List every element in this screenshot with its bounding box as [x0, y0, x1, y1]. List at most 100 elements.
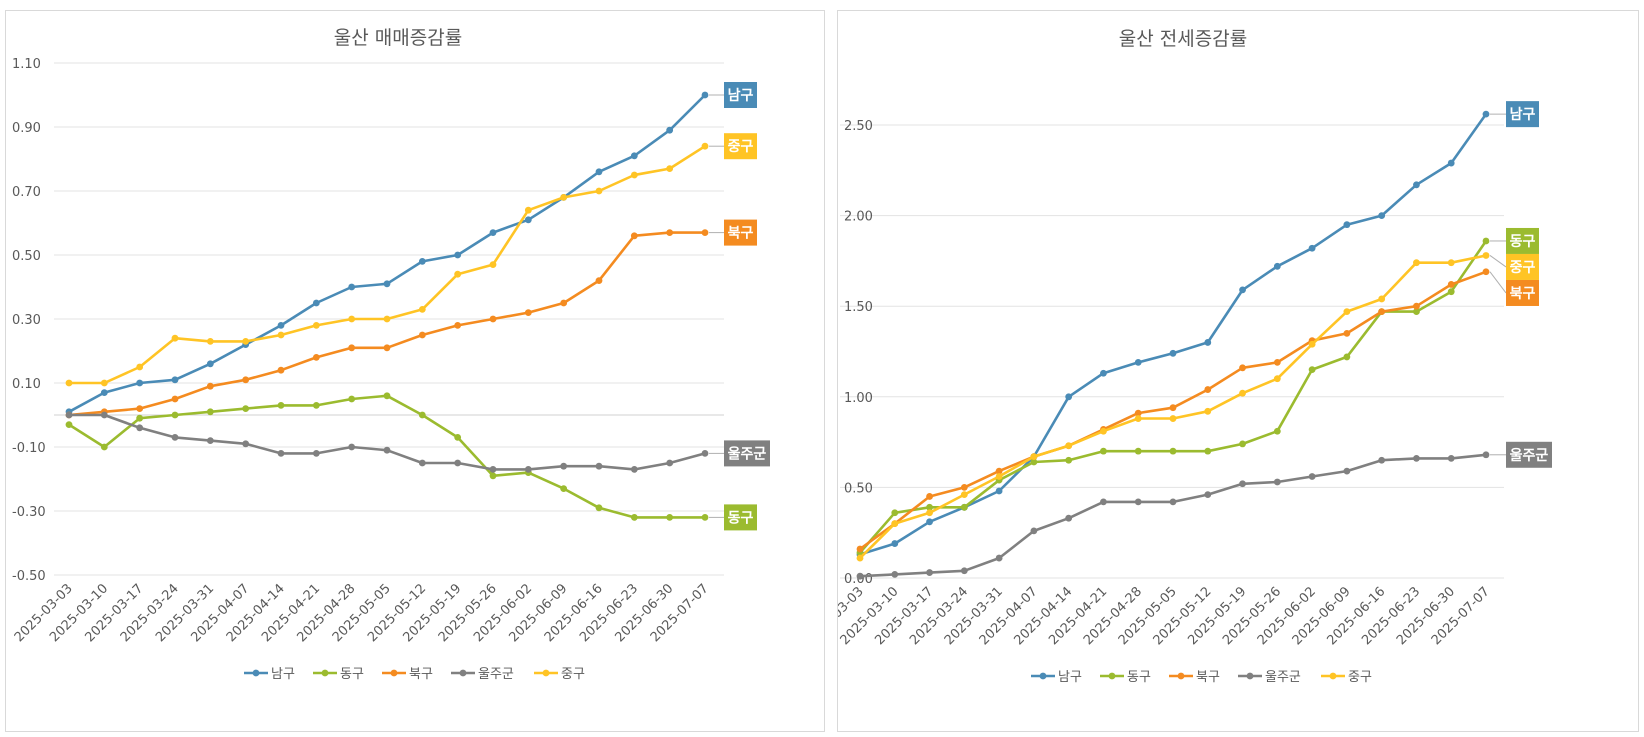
data-point — [65, 379, 73, 387]
data-point — [1447, 455, 1455, 462]
data-point — [383, 344, 391, 352]
data-point — [1482, 110, 1490, 118]
data-point — [1169, 415, 1177, 422]
end-label-leader — [1489, 271, 1507, 294]
data-point — [65, 421, 73, 428]
legend-swatch-dot — [390, 669, 398, 677]
data-point — [136, 363, 144, 371]
end-label-box — [724, 440, 770, 467]
data-point — [666, 126, 674, 134]
data-point — [383, 280, 391, 288]
data-point — [489, 472, 497, 480]
end-label-box — [1506, 253, 1539, 280]
data-point — [1447, 288, 1455, 296]
end-label: 북구 — [709, 219, 757, 246]
data-point — [171, 334, 179, 342]
data-point — [1273, 427, 1281, 435]
data-point — [454, 459, 462, 467]
data-point — [418, 411, 426, 419]
data-point — [277, 322, 285, 329]
jeonse-change-chart: 울산 전세증감률 2.50 2.00 1.50 1.00 0.50 0.00 2025-03… — [837, 10, 1639, 732]
data-point — [312, 299, 320, 307]
legend-swatch-dot — [252, 669, 260, 677]
data-point — [206, 437, 214, 444]
data-point — [856, 545, 864, 553]
y-tick-label: -0.30 — [12, 505, 46, 520]
data-point — [1065, 456, 1073, 464]
data-point — [1343, 329, 1351, 337]
data-point — [856, 554, 864, 562]
data-point — [1030, 527, 1038, 535]
end-label: 울주군 — [709, 440, 770, 467]
data-point — [136, 379, 144, 387]
jeonse-change-chart-svg: 울산 전세증감률 2.502.001.501.000.500.002025-03… — [838, 28, 1552, 685]
end-label: 북구 — [1489, 271, 1539, 306]
data-point — [1378, 212, 1386, 220]
data-point — [560, 462, 568, 470]
data-point — [1204, 386, 1212, 393]
data-point — [242, 405, 250, 412]
data-point — [595, 277, 603, 284]
data-point — [242, 440, 250, 448]
data-point — [1169, 349, 1177, 357]
end-label-box — [724, 504, 757, 531]
data-point — [856, 572, 864, 580]
data-point — [926, 569, 933, 576]
end-label: 중구 — [1489, 253, 1539, 280]
data-point — [1413, 259, 1420, 267]
legend-item: 남구 — [1031, 670, 1082, 685]
data-point — [1134, 447, 1142, 455]
data-point — [454, 251, 462, 259]
data-point — [100, 411, 108, 419]
y-tick-label: -0.10 — [12, 441, 46, 456]
data-point — [1308, 473, 1316, 480]
legend-item: 동구 — [1100, 670, 1151, 685]
legend-item: 중구 — [534, 667, 585, 682]
data-point — [1134, 358, 1142, 366]
y-tick-label: 0.50 — [844, 481, 873, 496]
series-4 — [65, 142, 709, 387]
legend-label: 북구 — [1196, 670, 1220, 685]
data-point — [489, 466, 497, 473]
data-point — [206, 338, 214, 345]
legend-swatch-dot — [1177, 672, 1185, 680]
end-label: 동구 — [709, 504, 757, 531]
legend-label: 남구 — [1058, 670, 1082, 685]
end-label-box — [1506, 279, 1539, 306]
data-point — [891, 540, 899, 547]
data-point — [1273, 478, 1281, 486]
data-point — [454, 270, 462, 278]
data-point — [1100, 427, 1107, 435]
data-point — [1482, 268, 1490, 276]
data-point — [1413, 308, 1420, 316]
data-point — [524, 466, 532, 473]
legend-swatch-dot — [459, 669, 467, 677]
data-point — [630, 171, 638, 179]
data-point — [926, 503, 933, 511]
data-point — [630, 152, 638, 160]
series-3 — [856, 451, 1490, 580]
data-point — [206, 360, 214, 368]
end-label-text: 남구 — [728, 87, 754, 104]
data-point — [383, 446, 391, 454]
data-point — [348, 443, 356, 451]
data-point — [136, 414, 144, 422]
data-point — [242, 338, 250, 345]
data-point — [418, 331, 426, 339]
legend-label: 중구 — [1348, 670, 1372, 685]
data-point — [1100, 498, 1107, 506]
y-tick-label: 1.50 — [844, 300, 873, 315]
chart-title: 울산 매매증감률 — [334, 27, 462, 49]
y-tick-label: 1.10 — [12, 57, 41, 72]
data-point — [100, 379, 108, 387]
series-0 — [65, 91, 709, 416]
end-label-box — [724, 219, 757, 246]
data-point — [1308, 244, 1316, 252]
y-tick-label: 1.00 — [844, 391, 873, 406]
legend-item: 남구 — [244, 667, 295, 682]
end-label-text: 동구 — [728, 510, 754, 526]
data-point — [489, 261, 497, 268]
y-tick-label: 0.50 — [12, 249, 41, 264]
legend-item: 중구 — [1321, 670, 1372, 685]
legend-label: 중구 — [561, 667, 585, 682]
